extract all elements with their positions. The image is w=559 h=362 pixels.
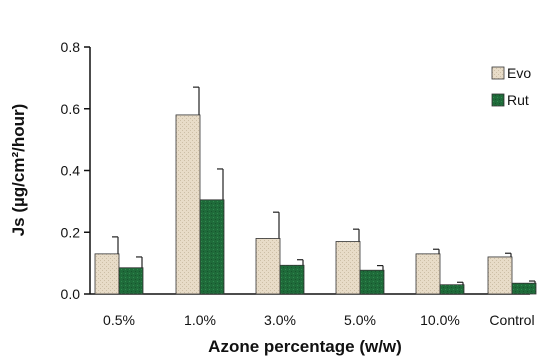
- bar-rut-0: [118, 267, 144, 295]
- y-tick-label: 0.8: [61, 39, 81, 55]
- bar-rut-3: [359, 269, 385, 295]
- y-tick-label: 0.0: [61, 286, 81, 302]
- bar-rut-2: [279, 264, 305, 295]
- legend: Evo Rut: [491, 65, 531, 108]
- x-tick-label: 3.0%: [264, 312, 296, 328]
- bar-rut-5: [511, 282, 537, 295]
- y-axis-title: Js (µg/cm²/hour): [9, 104, 28, 237]
- x-tick-label: 1.0%: [184, 312, 216, 328]
- x-tick-label: Control: [489, 312, 534, 328]
- x-tick-label: 10.0%: [420, 312, 460, 328]
- y-tick-label: 0.4: [61, 163, 81, 179]
- bar-rut-4: [439, 284, 465, 295]
- bar-rut-1: [199, 199, 225, 295]
- bar-evo-2: [255, 238, 281, 295]
- bar-evo-4: [415, 253, 441, 295]
- legend-swatch-rut: [491, 93, 505, 107]
- legend-swatch-evo: [491, 66, 505, 80]
- y-tick-label: 0.6: [61, 101, 81, 117]
- x-axis-title: Azone percentage (w/w): [208, 337, 402, 356]
- y-tick-label: 0.2: [61, 224, 81, 240]
- error-bars: [112, 86, 536, 285]
- x-tick-label: 5.0%: [344, 312, 376, 328]
- legend-label-evo: Evo: [507, 65, 531, 81]
- bar-evo-0: [94, 253, 120, 295]
- legend-label-rut: Rut: [507, 92, 529, 108]
- bar-evo-3: [335, 241, 361, 295]
- bar-evo-5: [487, 256, 513, 295]
- x-tick-label: 0.5%: [103, 312, 135, 328]
- bar-evo-1: [175, 114, 201, 295]
- bars: [94, 114, 537, 295]
- ticks: 0.0 0.2 0.4 0.6 0.8 0.5% 1.0% 3.0% 5.0% 10.0% Cont…: [61, 39, 535, 328]
